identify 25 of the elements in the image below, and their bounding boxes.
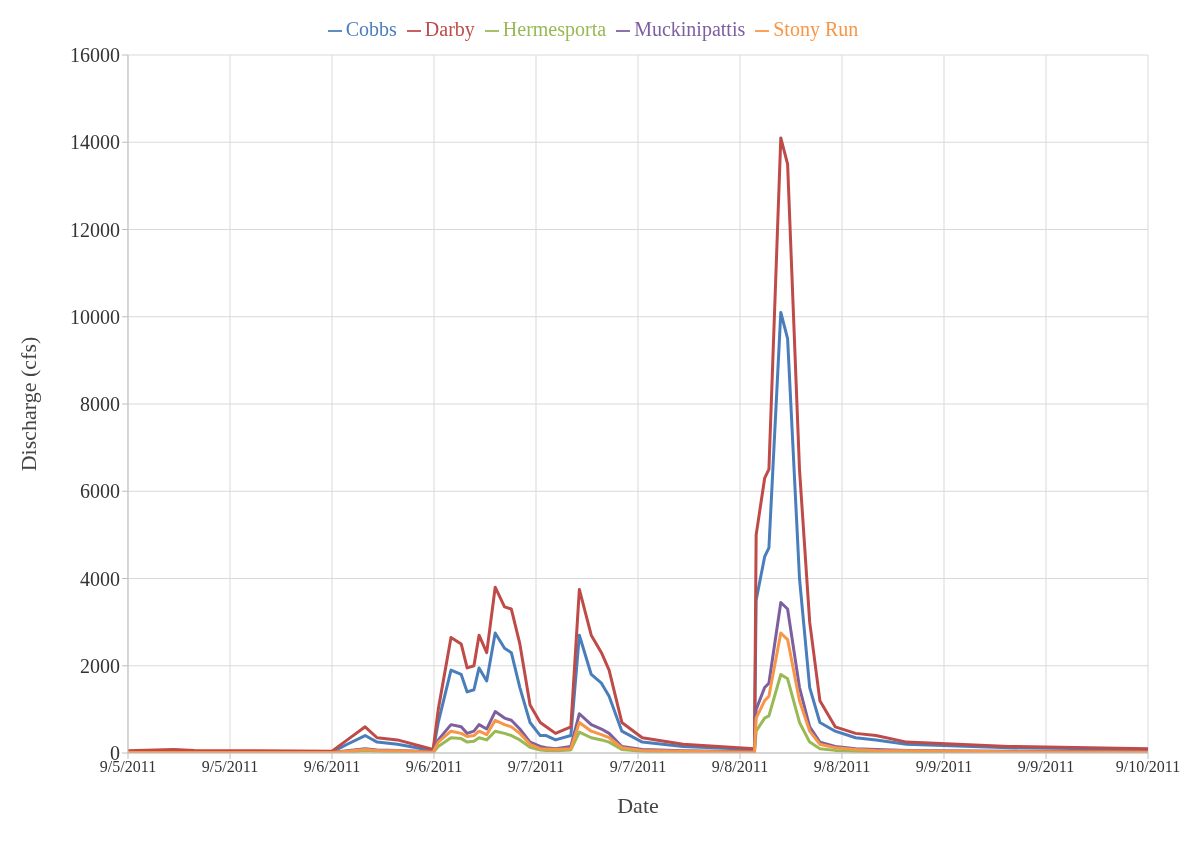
x-tick-label: 9/7/2011 xyxy=(507,758,565,776)
x-tick-label: 9/9/2011 xyxy=(915,758,973,776)
y-tick-label: 4000 xyxy=(80,567,120,590)
y-tick-label: 2000 xyxy=(80,654,120,677)
legend-label: Muckinipattis xyxy=(634,18,746,40)
y-tick-label: 10000 xyxy=(70,305,120,328)
y-tick-label: 16000 xyxy=(70,44,120,67)
legend-label: Hermesporta xyxy=(502,18,607,40)
x-tick-label: 9/10/2011 xyxy=(1115,758,1181,776)
x-tick-label: 9/8/2011 xyxy=(813,758,871,776)
legend-label: Darby xyxy=(424,18,475,40)
x-axis-title: Date xyxy=(617,793,659,818)
x-tick-label: 9/7/2011 xyxy=(609,758,667,776)
y-tick-label: 14000 xyxy=(70,131,120,154)
y-tick-label: 8000 xyxy=(80,393,120,416)
legend-label: Stony Run xyxy=(773,18,859,40)
y-tick-label: 12000 xyxy=(70,218,120,241)
x-tick-label: 9/6/2011 xyxy=(303,758,361,776)
y-axis-title: Discharge (cfs) xyxy=(15,336,41,472)
x-tick-label: 9/8/2011 xyxy=(711,758,769,776)
x-tick-label: 9/9/2011 xyxy=(1017,758,1075,776)
legend-label: Cobbs xyxy=(345,18,397,40)
y-tick-label: 6000 xyxy=(80,480,120,503)
x-tick-label: 9/5/2011 xyxy=(201,758,259,776)
x-tick-label: 9/6/2011 xyxy=(405,758,463,776)
